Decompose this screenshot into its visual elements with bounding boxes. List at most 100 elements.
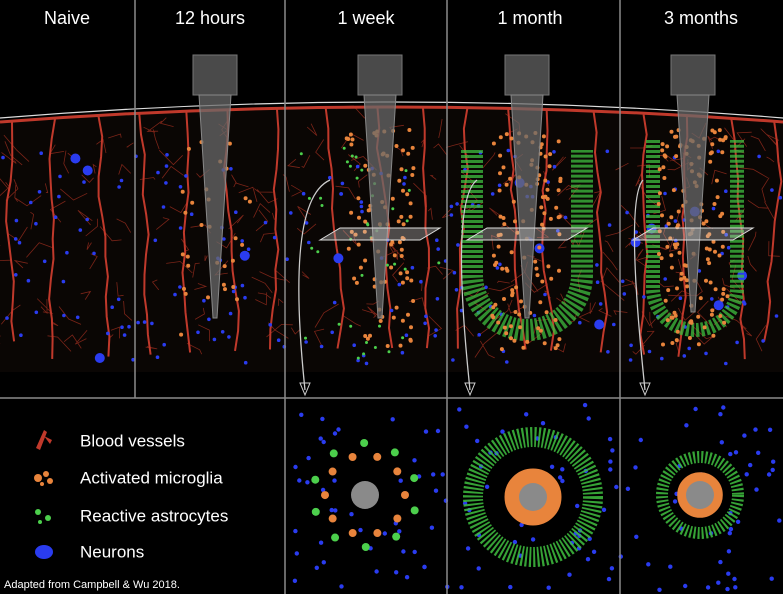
- microglia: [491, 253, 496, 258]
- microglia: [657, 229, 662, 234]
- microglia: [710, 142, 715, 147]
- blood-vessel: [97, 116, 111, 357]
- microglia: [553, 346, 558, 351]
- neuron: [329, 507, 334, 513]
- blood-vessel: [5, 121, 16, 342]
- neuron: [607, 436, 613, 442]
- neuron: [321, 560, 326, 565]
- microglia: [548, 216, 553, 221]
- neuron: [178, 226, 183, 230]
- microglia: [672, 310, 677, 315]
- neuron: [268, 323, 273, 327]
- microglia: [721, 287, 726, 292]
- microglia: [660, 142, 665, 147]
- neuron: [725, 586, 730, 592]
- neuron: [314, 565, 319, 570]
- microglia: [356, 196, 361, 201]
- section-plane: [318, 227, 442, 241]
- neuron: [39, 151, 43, 155]
- neuron: [733, 450, 739, 455]
- microglia: [190, 200, 195, 205]
- neuron: [753, 427, 758, 432]
- neuron: [563, 215, 568, 220]
- microglia: [721, 291, 726, 296]
- probe-head: [357, 54, 403, 96]
- astrocyte: [366, 223, 370, 227]
- neuron: [530, 537, 536, 542]
- neuron: [304, 340, 308, 344]
- neuron: [634, 534, 639, 539]
- neuron: [178, 285, 182, 289]
- neuron: [601, 507, 607, 512]
- neuron: [239, 250, 250, 261]
- microglia: [399, 214, 404, 219]
- microglia: [235, 297, 239, 302]
- microglia: [544, 310, 549, 315]
- microglia: [538, 328, 543, 333]
- microglia: [491, 141, 496, 146]
- microglia: [400, 318, 405, 323]
- neuron: [757, 154, 761, 159]
- microglia: [373, 452, 382, 461]
- neuron: [663, 191, 667, 196]
- neuron: [742, 433, 747, 438]
- microglia: [557, 268, 561, 273]
- neuron: [34, 310, 39, 315]
- neuron: [339, 192, 343, 196]
- microglia: [363, 258, 368, 263]
- microglia: [407, 128, 412, 132]
- neuron: [668, 564, 673, 569]
- microglia: [712, 202, 717, 206]
- neuron: [58, 174, 62, 179]
- neuron: [726, 571, 731, 576]
- neuron: [456, 243, 460, 247]
- microglia: [721, 229, 726, 234]
- neuron: [161, 205, 166, 209]
- neuron: [117, 185, 121, 189]
- astrocyte: [404, 169, 408, 173]
- legend-label: Blood vessels: [80, 431, 185, 450]
- neuron: [156, 170, 160, 175]
- microglia: [406, 151, 411, 156]
- microglia: [510, 291, 515, 296]
- microglia: [227, 141, 232, 146]
- neuron: [119, 178, 124, 183]
- microglia: [505, 268, 510, 273]
- microglia: [357, 215, 361, 220]
- neuron: [401, 549, 406, 554]
- microglia: [504, 182, 509, 187]
- microglia: [394, 144, 399, 148]
- microglia: [689, 319, 694, 324]
- microglia: [539, 142, 544, 147]
- neuron: [110, 305, 114, 310]
- microglia: [701, 221, 706, 226]
- microglia: [525, 339, 530, 344]
- astrocyte-ring: [656, 451, 744, 539]
- neuron: [14, 273, 18, 277]
- microglia: [517, 312, 522, 317]
- astrocyte: [342, 146, 346, 150]
- microglia: [504, 331, 509, 336]
- neuron: [382, 531, 387, 536]
- neuron: [435, 238, 439, 242]
- microglia: [709, 312, 714, 317]
- microglia: [363, 219, 368, 224]
- astrocyte: [392, 532, 401, 541]
- microglia: [373, 529, 382, 538]
- neuron: [465, 546, 471, 551]
- microglia: [547, 164, 552, 169]
- microglia: [720, 150, 725, 155]
- microglia: [540, 279, 545, 284]
- microglia: [499, 347, 504, 352]
- astrocyte: [378, 324, 381, 328]
- neuron: [622, 292, 627, 296]
- neuron: [359, 200, 364, 204]
- neuron: [318, 540, 324, 545]
- neuron: [165, 153, 169, 157]
- microglia: [498, 232, 503, 237]
- neuron: [397, 529, 402, 534]
- microglia: [514, 285, 519, 290]
- microglia: [353, 232, 358, 237]
- neuron: [440, 472, 445, 477]
- legend-icon: [35, 545, 53, 559]
